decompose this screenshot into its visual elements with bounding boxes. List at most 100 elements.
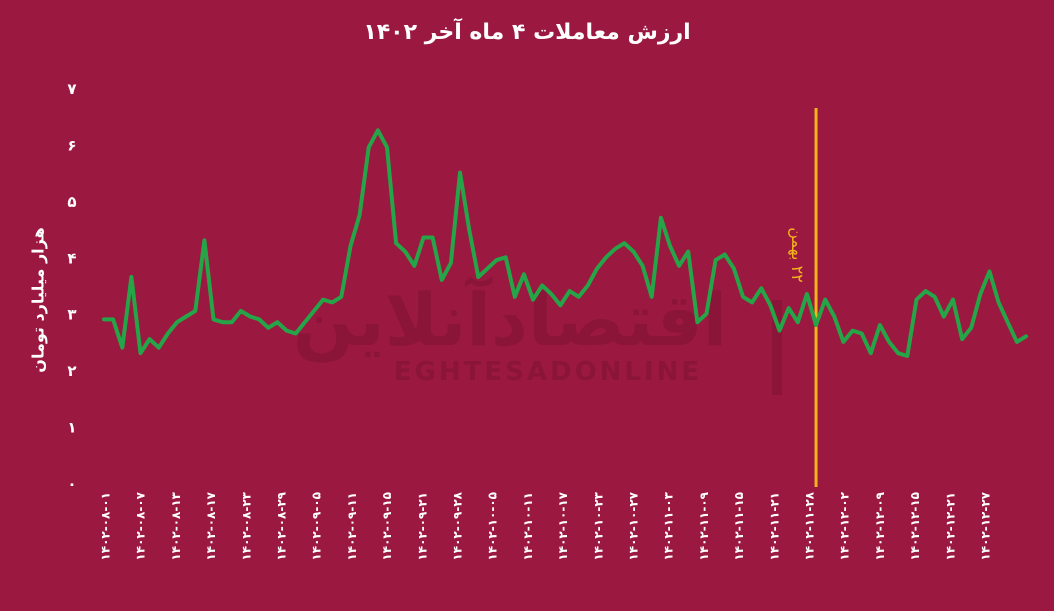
x-tick-label: ۱۴۰۲-۱۰-۱۱ [521,492,535,561]
data-point [203,239,205,241]
data-point [797,321,799,323]
y-tick-label: ۴ [67,249,76,267]
data-point [541,285,543,286]
x-tick-label: ۱۴۰۲-۱۰-۱۷ [556,491,570,560]
data-point [295,332,297,334]
data-point [788,307,790,309]
x-tick-label: ۱۴۰۲-۱۲-۰۲ [838,491,852,560]
y-tick-label: ۰ [67,475,76,493]
data-point [185,316,187,318]
data-point [742,296,744,298]
x-tick-label: ۱۴۰۲-۰۹-۱۵ [380,492,394,561]
data-point [313,310,315,312]
x-tick-label: ۱۴۰۲-۱۱-۱۵ [732,492,746,561]
data-point [468,228,470,230]
data-point [733,268,735,270]
data-point [450,262,452,264]
data-point [194,310,196,312]
data-point [669,245,671,247]
data-point [660,217,662,219]
data-point [961,338,963,340]
data-point [559,304,561,306]
data-point [514,296,516,298]
data-point [432,237,434,239]
data-point [705,313,707,315]
data-point [751,301,753,303]
series-line [102,128,1028,358]
data-point [505,256,507,258]
data-point [276,321,278,323]
x-tick-label: ۱۴۰۲-۱۲-۱۵ [908,492,922,561]
data-point [231,321,233,323]
x-tick-label: ۱۴۰۲-۰۸-۱۷ [204,491,218,560]
watermark-sub-text: EGHTESADONLINE [394,357,702,387]
data-point [1016,341,1018,343]
data-point [760,287,762,289]
data-point [532,299,534,301]
data-point [861,332,863,334]
x-tick-label: ۱۴۰۲-۰۸-۱۳ [169,491,183,560]
y-tick-label: ۶ [67,136,76,154]
data-point [550,293,552,295]
data-point [779,330,781,332]
data-point [121,347,123,349]
data-point [806,293,808,295]
data-point [596,268,598,270]
data-point [623,242,625,244]
data-point [715,259,717,261]
x-ticks: ۱۴۰۲-۰۸-۰۱ ۱۴۰۲-۰۸-۰۷ ۱۴۰۲-۰۸-۱۳ ۱۴۰۲-۰۸-۱۷… [99,491,993,560]
data-point [331,301,333,303]
x-tick-label: ۱۴۰۲-۱۰-۰۵ [486,492,500,561]
data-point [176,321,178,323]
y-tick-label: ۳ [67,306,76,324]
x-tick-label: ۱۴۰۲-۱۱-۰۳ [662,491,676,560]
data-point [934,296,936,298]
y-tick-label: ۵ [67,193,76,211]
data-point [486,268,488,270]
data-point [167,332,169,334]
data-point [1007,321,1009,323]
data-point [249,316,251,318]
chart-title: ارزش معاملات ۴ ماه آخر ۱۴۰۲ [363,20,691,45]
data-point [213,318,215,320]
data-point [970,327,972,329]
data-point [441,279,443,281]
data-point [304,321,306,323]
data-point [286,330,288,332]
x-tick-label: ۱۴۰۲-۰۸-۰۷ [134,491,148,560]
series [102,128,1028,358]
data-point [897,352,899,354]
y-tick-label: ۲ [67,362,76,380]
data-point [979,293,981,295]
data-point [368,146,370,148]
data-point [240,310,242,312]
data-point [103,318,105,320]
data-point [824,299,826,301]
data-point [842,341,844,343]
data-point [815,324,817,326]
annotation: ۲۲ بهمن [787,108,818,487]
data-point [870,352,872,354]
data-point [340,296,342,298]
x-tick-label: ۱۴۰۲-۱۰-۲۳ [591,491,605,560]
data-point [395,242,397,244]
x-tick-label: ۱۴۰۲-۰۸-۰۱ [99,492,113,561]
annotation-label: ۲۲ بهمن [787,227,807,283]
y-tick-label: ۱ [67,419,76,437]
data-point [578,296,580,298]
data-point [587,285,589,286]
y-ticks: ۰ ۱ ۲ ۳ ۴ ۵ ۶ ۷ [67,80,76,493]
data-point [140,352,142,354]
x-tick-label: ۱۴۰۲-۰۹-۲۱ [415,492,429,561]
data-point [632,251,634,253]
data-point [496,259,498,261]
data-point [477,276,479,278]
data-point [377,129,379,131]
data-point [687,251,689,253]
data-point [459,172,461,174]
x-tick-label: ۱۴۰۲-۱۲-۲۷ [979,491,993,560]
x-tick-label: ۱۴۰۲-۰۹-۱۱ [345,492,359,561]
x-tick-label: ۱۴۰۲-۱۲-۲۱ [943,492,957,561]
data-point [998,301,1000,303]
